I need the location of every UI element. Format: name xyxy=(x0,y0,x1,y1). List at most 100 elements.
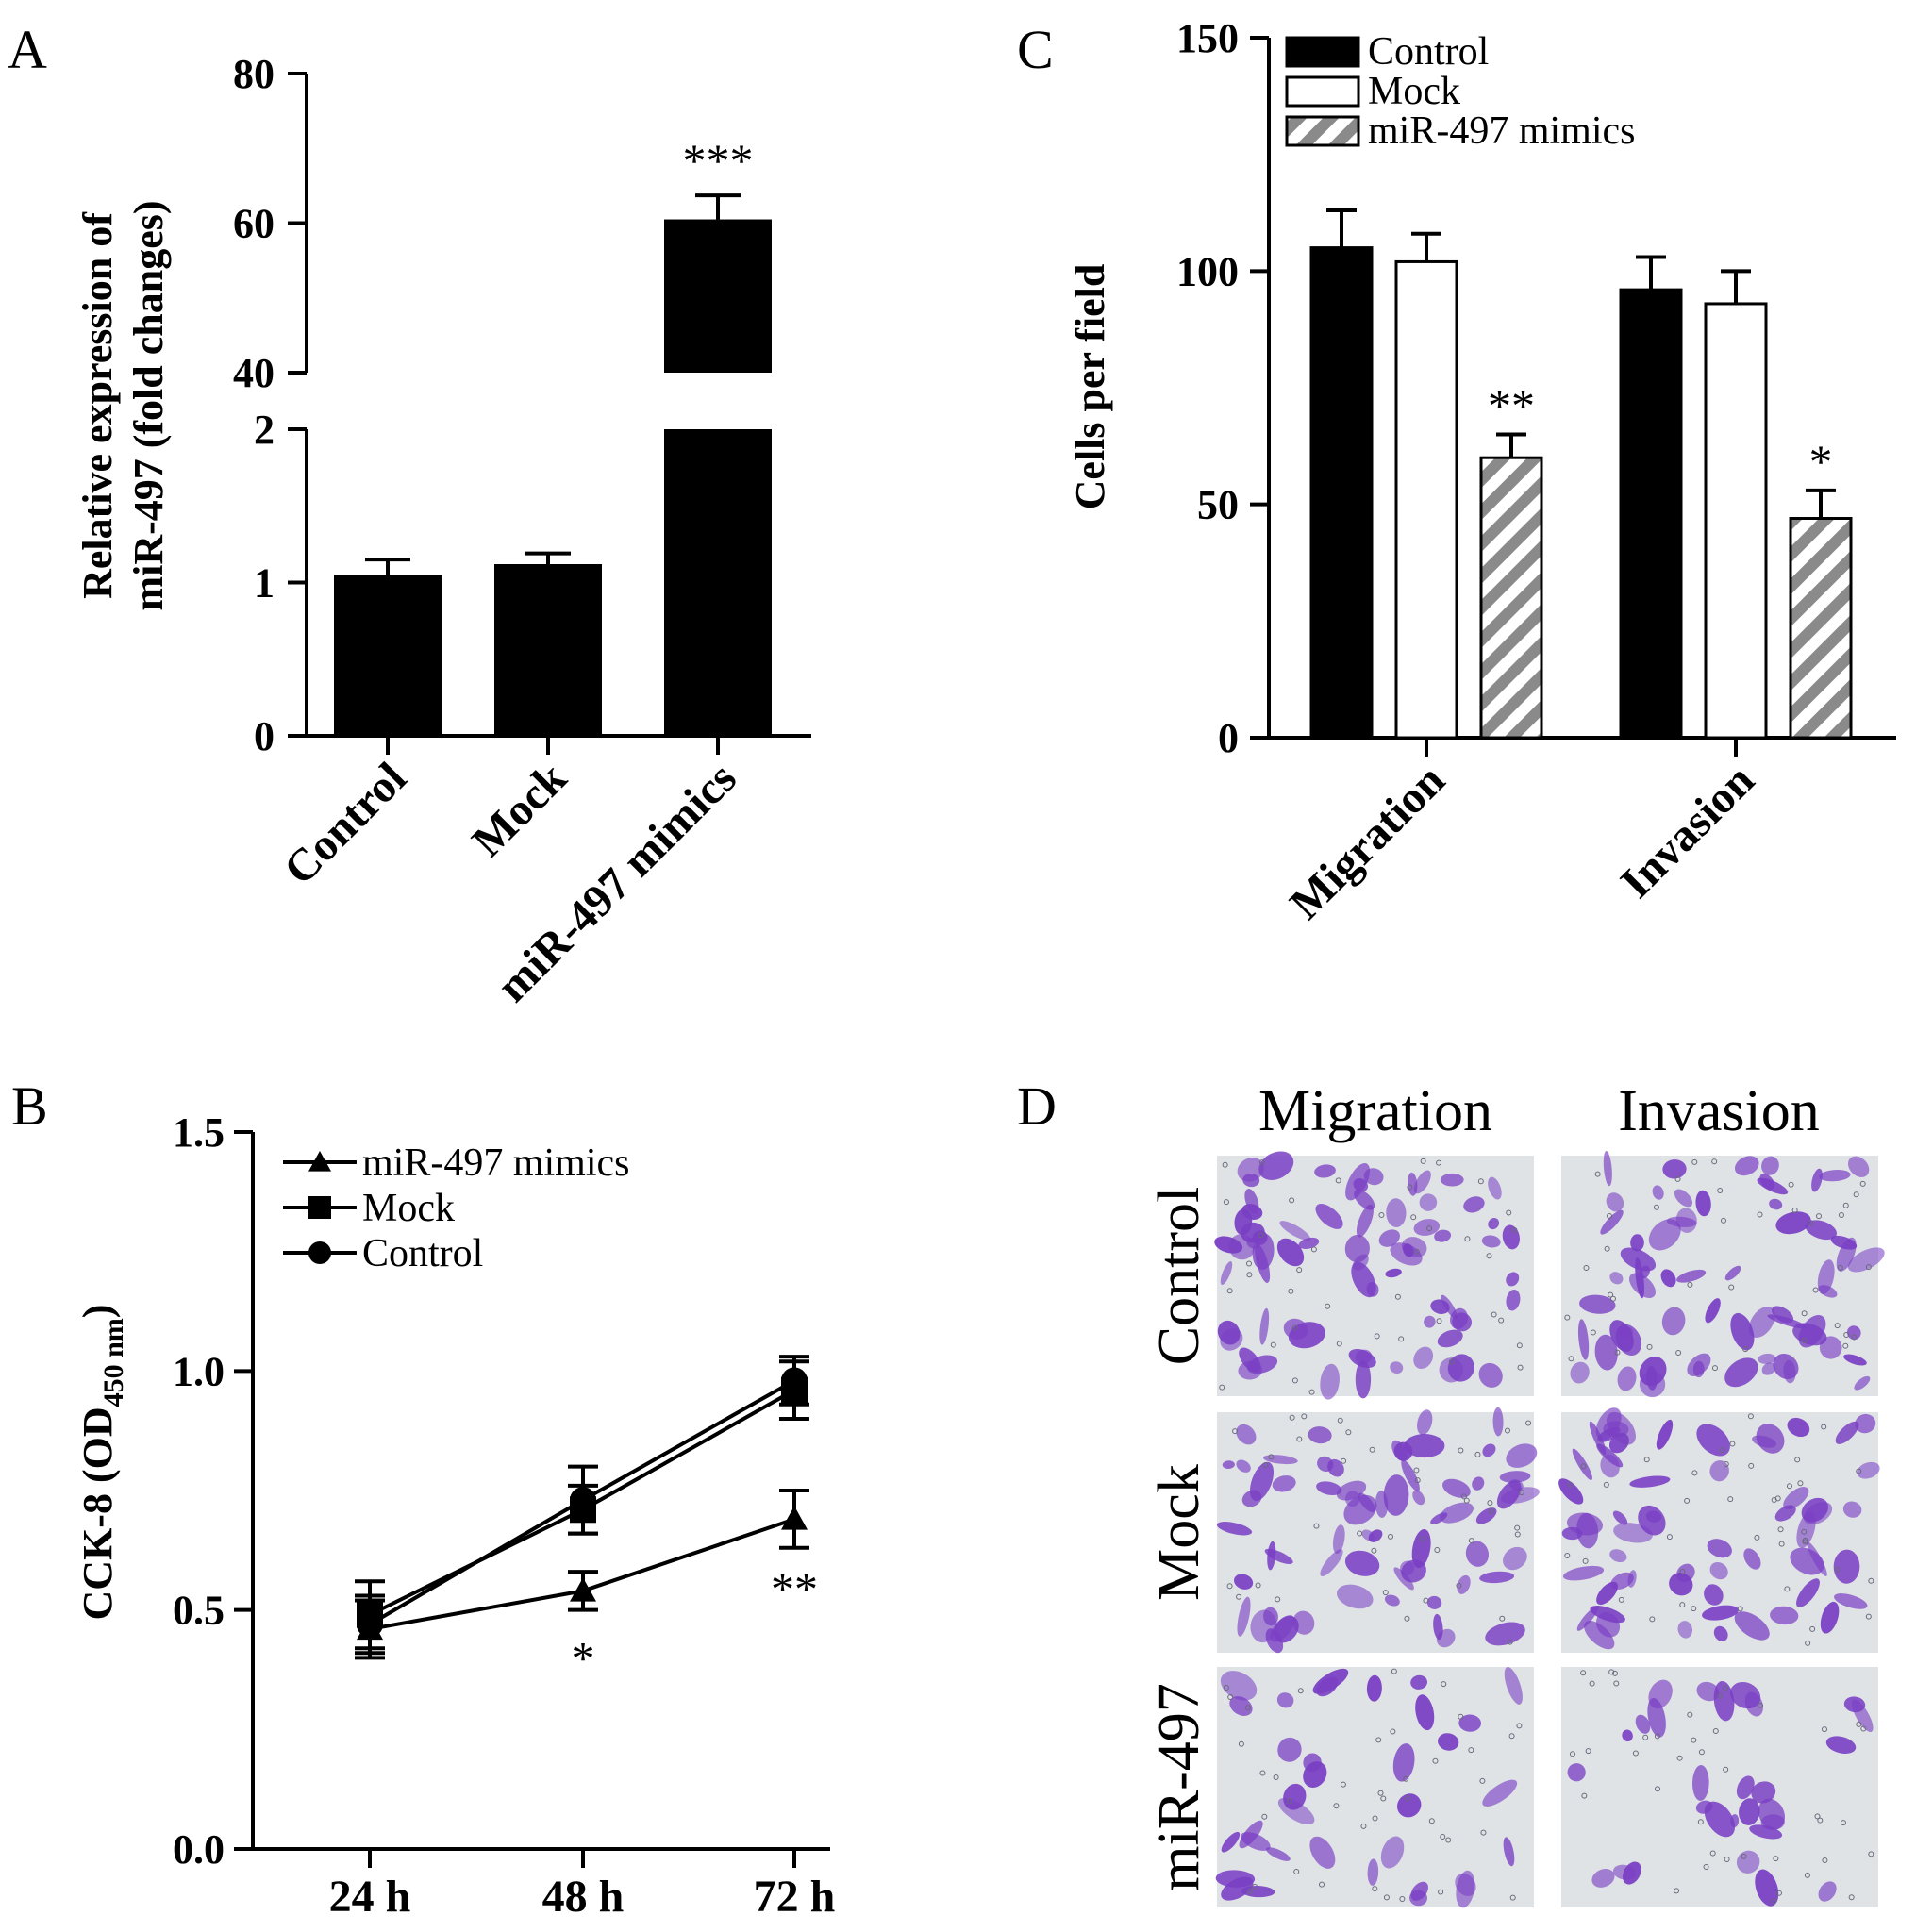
pore xyxy=(1236,1593,1242,1600)
stained-cell xyxy=(1298,1237,1320,1249)
panel-b-ylabel: CCK-8 (OD450 nm) xyxy=(75,1305,129,1621)
stained-cell xyxy=(1600,1209,1624,1235)
stained-cell xyxy=(1356,1204,1374,1238)
stained-cell xyxy=(1562,1565,1605,1581)
pore xyxy=(1441,1681,1447,1688)
pore xyxy=(1270,1341,1276,1348)
stained-cell xyxy=(1438,1733,1459,1751)
pore xyxy=(1426,1225,1433,1232)
pore xyxy=(1853,1191,1859,1198)
stained-cell xyxy=(1216,1522,1253,1536)
pore xyxy=(1821,1424,1827,1430)
pore xyxy=(1403,1775,1409,1782)
pore xyxy=(1246,1888,1253,1894)
stained-cell xyxy=(1492,1407,1504,1437)
pore xyxy=(1805,1640,1811,1646)
panel-b-line-chart: 0.00.51.01.524 h 48 h 72 h *** miR-497 mim… xyxy=(75,1109,835,1922)
stained-cell xyxy=(1383,1474,1409,1516)
panel-b-ylabel-end: ) xyxy=(75,1305,121,1319)
stained-cell xyxy=(1475,1507,1497,1524)
pore xyxy=(1808,1220,1814,1226)
pore xyxy=(1511,1226,1518,1233)
stained-cell xyxy=(1743,1548,1761,1570)
stained-cell xyxy=(1819,1336,1842,1359)
stained-cell xyxy=(1648,1219,1681,1251)
pore xyxy=(1717,1188,1724,1194)
stained-cell xyxy=(1419,1193,1438,1211)
pore xyxy=(1394,1293,1401,1300)
legend-label: miR-497 mimics xyxy=(1368,109,1636,153)
stained-cell xyxy=(1818,1881,1837,1902)
pore xyxy=(1608,1291,1614,1298)
legend-swatch-open xyxy=(1285,75,1360,108)
stained-cell xyxy=(1262,1455,1298,1465)
column-header: Invasion xyxy=(1618,1079,1820,1143)
stained-cell xyxy=(1600,1454,1620,1478)
pore xyxy=(1868,1851,1874,1857)
pore xyxy=(1812,1287,1819,1293)
stained-cell xyxy=(1426,1595,1442,1609)
pore xyxy=(1262,1462,1269,1469)
stained-cell xyxy=(1314,1164,1336,1178)
pore xyxy=(1517,1364,1524,1371)
micrograph xyxy=(1215,1666,1534,1908)
stained-cell xyxy=(1792,1323,1827,1346)
stained-cell xyxy=(1277,1737,1302,1762)
pore xyxy=(1848,1894,1855,1901)
bar-solid xyxy=(1619,288,1683,740)
pore xyxy=(1423,1597,1429,1604)
stained-cell xyxy=(1772,1306,1794,1324)
stained-cell xyxy=(1292,1610,1315,1635)
stained-cell xyxy=(1648,1679,1673,1709)
pore xyxy=(1838,1211,1844,1218)
pore xyxy=(1518,1490,1524,1496)
pore xyxy=(1479,1777,1486,1784)
pore xyxy=(1742,1346,1749,1353)
pore xyxy=(1691,1606,1697,1612)
stained-cell xyxy=(1220,1327,1243,1351)
stained-cell xyxy=(1234,1208,1253,1236)
stained-cell xyxy=(1272,1475,1296,1492)
stained-cell xyxy=(1506,1272,1520,1287)
pore xyxy=(1514,1531,1521,1538)
bar-lower-segment xyxy=(664,429,772,736)
pore xyxy=(1754,1534,1760,1541)
stained-cell xyxy=(1415,1694,1435,1731)
stained-cell xyxy=(1237,1596,1251,1637)
pore xyxy=(1227,1693,1234,1700)
stained-cell xyxy=(1855,1413,1876,1434)
stained-cell xyxy=(1787,1417,1810,1438)
stained-cell xyxy=(1442,1478,1471,1498)
pore xyxy=(1698,1749,1705,1756)
pore xyxy=(1837,1264,1843,1271)
pore xyxy=(1340,1781,1346,1788)
y-tick-label-upper: 80 xyxy=(233,51,275,97)
pore xyxy=(1865,1264,1872,1271)
pore xyxy=(1414,1477,1421,1484)
panel-b-ylabel-sub: 450 nm xyxy=(98,1318,129,1407)
panel-label-c: C xyxy=(1017,19,1054,80)
stained-cell xyxy=(1846,1325,1861,1341)
pore xyxy=(1289,1197,1295,1204)
pore xyxy=(1357,1530,1363,1537)
pore xyxy=(1325,1303,1331,1309)
pore xyxy=(1463,1497,1470,1504)
pore xyxy=(1655,1786,1661,1792)
y-tick-label: 100 xyxy=(1176,248,1239,294)
pore xyxy=(1770,1898,1776,1905)
pore xyxy=(1291,1377,1298,1384)
pore xyxy=(1618,1596,1624,1603)
stained-cell xyxy=(1236,1459,1251,1473)
pore xyxy=(1258,1159,1265,1166)
stained-cell xyxy=(1344,1234,1370,1263)
stained-cell xyxy=(1463,1196,1485,1213)
stained-cell xyxy=(1758,1798,1785,1830)
marker-triangle xyxy=(308,1151,331,1172)
pore xyxy=(1728,1284,1735,1291)
pore xyxy=(1771,1497,1777,1504)
pore xyxy=(1691,1158,1698,1165)
stained-cell xyxy=(1736,1850,1760,1874)
stained-cell xyxy=(1570,1361,1590,1384)
pore xyxy=(1345,1429,1352,1436)
